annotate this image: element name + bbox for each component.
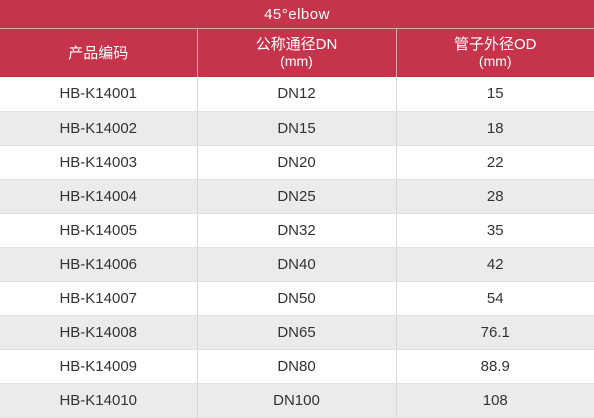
cell-nominal-diameter: DN40: [197, 247, 397, 282]
table-row: HB-K14005 DN32 35: [0, 213, 594, 248]
table-row: HB-K14010 DN100 108: [0, 383, 594, 418]
cell-product-code: HB-K14009: [0, 349, 198, 384]
cell-outer-diameter: 42: [396, 247, 594, 282]
header-nominal-diameter-label: 公称通径DN: [255, 36, 338, 53]
cell-product-code: HB-K14008: [0, 315, 198, 350]
cell-product-code: HB-K14006: [0, 247, 198, 282]
table-row: HB-K14007 DN50 54: [0, 281, 594, 316]
cell-product-code: HB-K14005: [0, 213, 198, 248]
cell-outer-diameter: 88.9: [396, 349, 594, 384]
table-row: HB-K14001 DN12 15: [0, 77, 594, 112]
header-product-code-label: 产品编码: [68, 44, 129, 62]
cell-outer-diameter: 35: [396, 213, 594, 248]
cell-product-code: HB-K14003: [0, 145, 198, 180]
header-nominal-diameter: 公称通径DN (mm): [197, 29, 397, 77]
cell-outer-diameter: 18: [396, 111, 594, 146]
cell-nominal-diameter: DN65: [197, 315, 397, 350]
cell-outer-diameter: 108: [396, 383, 594, 418]
cell-product-code: HB-K14001: [0, 77, 198, 112]
table-row: HB-K14003 DN20 22: [0, 145, 594, 180]
cell-product-code: HB-K14010: [0, 383, 198, 418]
cell-nominal-diameter: DN15: [197, 111, 397, 146]
table-header: 产品编码 公称通径DN (mm) 管子外径OD (mm): [0, 29, 594, 77]
cell-nominal-diameter: DN32: [197, 213, 397, 248]
cell-nominal-diameter: DN50: [197, 281, 397, 316]
table-row: HB-K14009 DN80 88.9: [0, 349, 594, 384]
cell-nominal-diameter: DN25: [197, 179, 397, 214]
cell-nominal-diameter: DN20: [197, 145, 397, 180]
table-row: HB-K14004 DN25 28: [0, 179, 594, 214]
cell-nominal-diameter: DN100: [197, 383, 397, 418]
table-row: HB-K14008 DN65 76.1: [0, 315, 594, 350]
table-row: HB-K14006 DN40 42: [0, 247, 594, 282]
cell-product-code: HB-K14007: [0, 281, 198, 316]
table-body: HB-K14001 DN12 15 HB-K14002 DN15 18 HB-K1400…: [0, 77, 594, 418]
header-nominal-diameter-unit: (mm): [280, 53, 313, 69]
header-product-code: 产品编码: [0, 29, 198, 77]
cell-nominal-diameter: DN80: [197, 349, 397, 384]
cell-nominal-diameter: DN12: [197, 77, 397, 112]
cell-outer-diameter: 15: [396, 77, 594, 112]
header-outer-diameter-label: 管子外径OD: [453, 36, 537, 53]
table-row: HB-K14002 DN15 18: [0, 111, 594, 146]
header-row: 产品编码 公称通径DN (mm) 管子外径OD (mm): [0, 29, 594, 77]
cell-outer-diameter: 54: [396, 281, 594, 316]
table-title: 45°elbow: [0, 0, 594, 29]
cell-product-code: HB-K14002: [0, 111, 198, 146]
header-outer-diameter-unit: (mm): [478, 53, 512, 69]
header-outer-diameter: 管子外径OD (mm): [396, 29, 594, 77]
cell-product-code: HB-K14004: [0, 179, 198, 214]
cell-outer-diameter: 28: [396, 179, 594, 214]
cell-outer-diameter: 76.1: [396, 315, 594, 350]
spec-table: 产品编码 公称通径DN (mm) 管子外径OD (mm) HB-K14001 DN…: [0, 29, 594, 418]
cell-outer-diameter: 22: [396, 145, 594, 180]
